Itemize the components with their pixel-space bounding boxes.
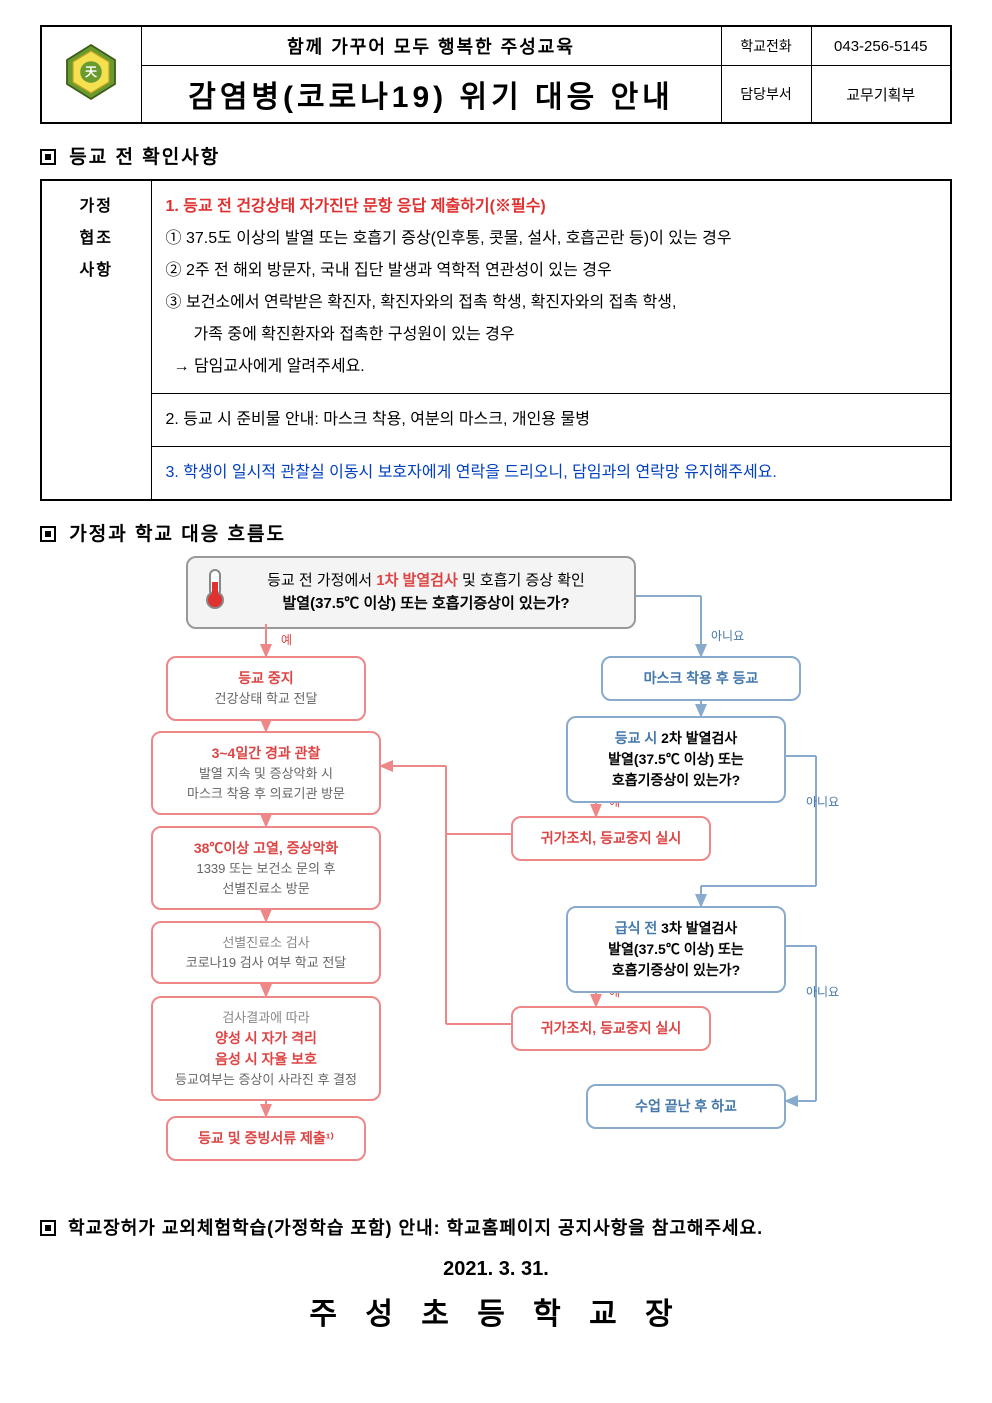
item1-3: ③ 보건소에서 연락받은 확진자, 확진자와의 접촉 학생, 확진자와의 접촉 … xyxy=(166,287,937,319)
section1-heading-text: 등교 전 확인사항 xyxy=(69,147,220,168)
doc-date: 2021. 3. 31. xyxy=(40,1258,952,1281)
fc-start-l1b: 1차 발열검사 xyxy=(376,572,458,589)
fc-left4: 선별진료소 검사 코로나19 검사 여부 학교 전달 xyxy=(151,921,381,984)
square-marker-icon xyxy=(40,526,56,542)
fc-start-l2: 발열(37.5℃ 이상) 또는 호흡기증상이 있는가? xyxy=(282,595,569,612)
fc-right1: 마스크 착용 후 등교 xyxy=(601,656,801,701)
school-logo-icon: 天 xyxy=(61,42,121,102)
section2-heading: 가정과 학교 대응 흐름도 xyxy=(40,519,952,546)
fc-right4-sub: 발열(37.5℃ 이상) 또는 호흡기증상이 있는가? xyxy=(582,939,770,981)
label-no-2: 아니요 xyxy=(801,792,844,811)
item3: 3. 학생이 일시적 관찰실 이동시 보호자에게 연락을 드리오니, 담임과의 … xyxy=(151,447,951,501)
item1-title: 1. 등교 전 건강상태 자가진단 문항 응답 제출하기(※필수) xyxy=(166,191,937,223)
item1-2: ② 2주 전 해외 방문자, 국내 집단 발생과 역학적 연관성이 있는 경우 xyxy=(166,255,937,287)
fc-right3-title: 귀가조치, 등교중지 실시 xyxy=(527,828,695,849)
slogan: 함께 가꾸어 모두 행복한 주성교육 xyxy=(141,26,721,66)
fc-right6: 수업 끝난 후 하교 xyxy=(586,1084,786,1129)
phone-value: 043-256-5145 xyxy=(811,26,951,66)
fc-right2-bold: 2차 발열검사 xyxy=(661,730,737,746)
svg-text:天: 天 xyxy=(85,65,98,79)
fc-left6: 등교 및 증빙서류 제출¹⁾ xyxy=(166,1116,366,1161)
label-no-3: 아니요 xyxy=(801,982,844,1001)
flowchart: 등교 전 가정에서 1차 발열검사 및 호흡기 증상 확인 발열(37.5℃ 이… xyxy=(146,556,846,1196)
section2-heading-text: 가정과 학교 대응 흐름도 xyxy=(69,524,286,545)
fc-start-l1c: 및 호흡기 증상 확인 xyxy=(462,572,585,589)
item1-cell: 1. 등교 전 건강상태 자가진단 문항 응답 제출하기(※필수) ① 37.5… xyxy=(151,180,951,394)
fc-left5-pre: 검사결과에 따라 xyxy=(167,1008,365,1028)
fc-right3: 귀가조치, 등교중지 실시 xyxy=(511,816,711,861)
fc-right2-pre: 등교 시 xyxy=(615,730,661,746)
section1-heading: 등교 전 확인사항 xyxy=(40,142,952,169)
fc-left6-title: 등교 및 증빙서류 제출¹⁾ xyxy=(182,1128,350,1149)
fc-right2: 등교 시 2차 발열검사 발열(37.5℃ 이상) 또는 호흡기증상이 있는가? xyxy=(566,716,786,803)
header-table: 天 함께 가꾸어 모두 행복한 주성교육 학교전화 043-256-5145 감… xyxy=(40,25,952,124)
fc-left3-sub: 1339 또는 보건소 문의 후 선별진료소 방문 xyxy=(167,859,365,898)
content-table: 가정 협조 사항 1. 등교 전 건강상태 자가진단 문항 응답 제출하기(※필… xyxy=(40,179,952,501)
fc-left3: 38℃이상 고열, 증상악화 1339 또는 보건소 문의 후 선별진료소 방문 xyxy=(151,826,381,910)
fc-start: 등교 전 가정에서 1차 발열검사 및 호흡기 증상 확인 발열(37.5℃ 이… xyxy=(186,556,636,629)
signature: 주 성 초 등 학 교 장 xyxy=(40,1289,952,1333)
phone-label: 학교전화 xyxy=(721,26,811,66)
fc-right5-title: 귀가조치, 등교중지 실시 xyxy=(527,1018,695,1039)
fc-right6-title: 수업 끝난 후 하교 xyxy=(602,1096,770,1117)
logo-cell: 天 xyxy=(41,26,141,123)
fc-left3-title: 38℃이상 고열, 증상악화 xyxy=(167,838,365,859)
fc-right2-sub: 발열(37.5℃ 이상) 또는 호흡기증상이 있는가? xyxy=(582,749,770,791)
square-marker-icon xyxy=(40,149,56,165)
fc-right1-title: 마스크 착용 후 등교 xyxy=(617,668,785,689)
label-yes-1: 예 xyxy=(276,630,297,649)
item1-3b: 가족 중에 확진환자와 접촉한 구성원이 있는 경우 xyxy=(166,319,937,351)
fc-left1-title: 등교 중지 xyxy=(182,668,350,689)
fc-left5-title: 양성 시 자가 격리 음성 시 자율 보호 xyxy=(167,1028,365,1070)
fc-left5: 검사결과에 따라 양성 시 자가 격리 음성 시 자율 보호 등교여부는 증상이… xyxy=(151,996,381,1101)
dept-label: 담당부서 xyxy=(721,66,811,124)
fc-left1-sub: 건강상태 학교 전달 xyxy=(182,689,350,709)
fc-right4: 급식 전 3차 발열검사 발열(37.5℃ 이상) 또는 호흡기증상이 있는가? xyxy=(566,906,786,993)
fc-right4-pre: 급식 전 xyxy=(615,920,661,936)
footer-note: 학교장허가 교외체험학습(가정학습 포함) 안내: 학교홈페이지 공지사항을 참… xyxy=(40,1214,952,1240)
item2: 2. 등교 시 준비물 안내: 마스크 착용, 여분의 마스크, 개인용 물병 xyxy=(151,394,951,447)
label-no-1: 아니요 xyxy=(706,626,749,645)
fc-right5: 귀가조치, 등교중지 실시 xyxy=(511,1006,711,1051)
fc-left4-title: 선별진료소 검사 xyxy=(167,933,365,953)
fc-left5-sub: 등교여부는 증상이 사라진 후 결정 xyxy=(167,1070,365,1090)
square-marker-icon xyxy=(40,1220,56,1236)
footer-note-text: 학교장허가 교외체험학습(가정학습 포함) 안내: 학교홈페이지 공지사항을 참… xyxy=(68,1218,763,1238)
fc-left4-sub: 코로나19 검사 여부 학교 전달 xyxy=(167,953,365,973)
fc-right4-bold: 3차 발열검사 xyxy=(661,920,737,936)
fc-left1: 등교 중지 건강상태 학교 전달 xyxy=(166,656,366,721)
fc-left2-sub: 발열 지속 및 증상악화 시 마스크 착용 후 의료기관 방문 xyxy=(167,764,365,803)
fc-left2-title: 3~4일간 경과 관찰 xyxy=(167,743,365,764)
doc-title: 감염병(코로나19) 위기 대응 안내 xyxy=(141,66,721,124)
item1-1: ① 37.5도 이상의 발열 또는 호흡기 증상(인후통, 콧물, 설사, 호흡… xyxy=(166,223,937,255)
fc-left2: 3~4일간 경과 관찰 발열 지속 및 증상악화 시 마스크 착용 후 의료기관… xyxy=(151,731,381,815)
fc-start-l1a: 등교 전 가정에서 xyxy=(267,572,376,589)
row-label: 가정 협조 사항 xyxy=(41,180,151,500)
dept-value: 교무기획부 xyxy=(811,66,951,124)
thermometer-icon xyxy=(200,566,230,610)
item1-arrow: → 담임교사에게 알려주세요. xyxy=(166,351,937,383)
